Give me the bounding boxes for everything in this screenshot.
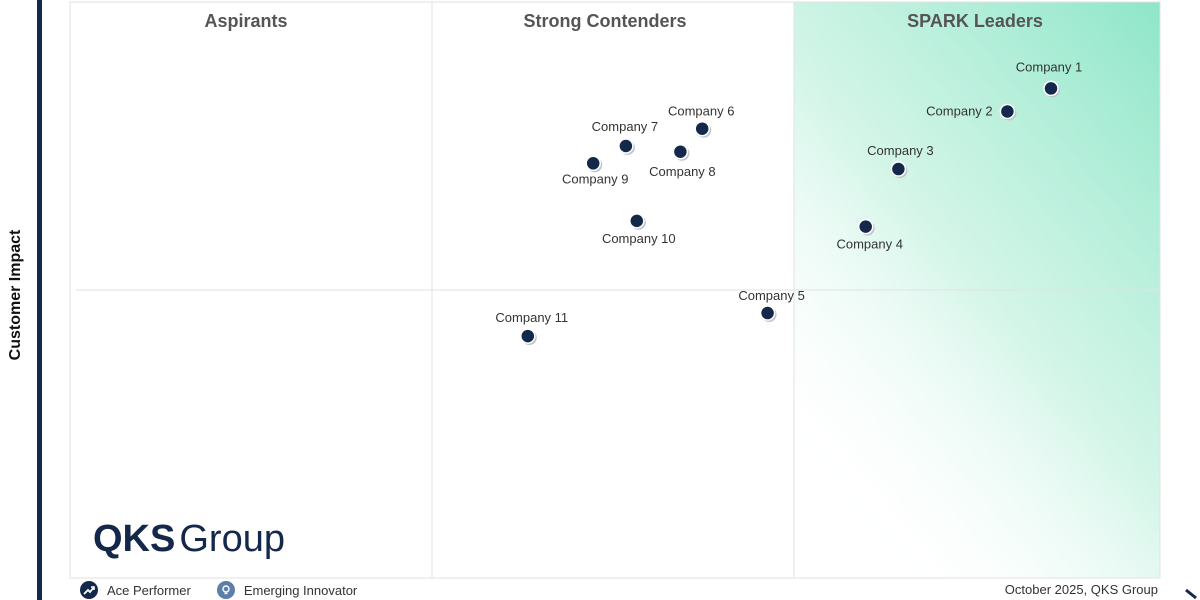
point-label: Company 10 [602,231,676,246]
point-marker [759,305,776,321]
point-label: Company 3 [867,143,933,158]
data-point: Company 4 [836,218,903,252]
point-label: Company 9 [562,171,628,186]
point-marker [694,120,710,137]
data-point: Company 6 [668,104,734,138]
data-point: Company 2 [926,103,1017,121]
point-label: Company 2 [926,103,992,118]
grid-lines [69,1,1161,579]
point-marker [890,161,907,177]
corner-arrow-icon [1185,588,1197,600]
point-label: Company 5 [738,288,804,303]
y-axis-bar [37,0,42,600]
point-marker [857,218,874,235]
logo-qks: QKS [93,518,176,560]
legend-label-emerging-innovator: Emerging Innovator [243,582,358,598]
legend: Ace Performer Emerging Innovator [80,580,383,600]
quadrant-title-spark-leaders: SPARK Leaders [907,11,1043,31]
point-label: Company 4 [836,237,902,252]
point-marker [629,213,645,229]
legend-item-emerging-innovator: Emerging Innovator [216,581,358,599]
data-point: Company 1 [1016,59,1082,98]
point-label: Company 8 [649,164,715,179]
data-point: Company 7 [592,119,658,155]
data-point: Company 3 [867,143,934,179]
point-marker [618,138,634,154]
point-label: Company 6 [668,104,734,119]
data-point: Company 9 [562,155,628,186]
point-label: Company 7 [592,119,658,134]
point-marker [520,328,536,344]
data-point: Company 8 [649,144,716,179]
qks-group-logo: QKS Group [93,518,285,561]
data-point: Company 10 [602,213,676,246]
point-marker [1043,80,1059,97]
point-label: Company 1 [1016,59,1082,74]
footer-date: October 2025, QKS Group [1004,582,1158,597]
trend-up-icon [80,581,98,599]
point-marker [672,144,689,160]
point-marker [999,103,1016,120]
point-label: Company 11 [495,310,568,325]
data-point: Company 5 [738,288,805,323]
quadrant-title-aspirants: Aspirants [204,11,287,31]
quadrant-title-strong-contenders: Strong Contenders [523,11,686,31]
legend-label-ace-performer: Ace Performer [107,582,191,598]
logo-group: Group [179,518,285,560]
lightbulb-icon [216,581,235,599]
data-point: Company 11 [495,310,568,346]
points-layer: Company 1 Company 2 Company 3 Company 4 Comp… [495,59,1082,346]
legend-item-ace-performer: Ace Performer [80,581,191,599]
point-marker [585,155,601,172]
